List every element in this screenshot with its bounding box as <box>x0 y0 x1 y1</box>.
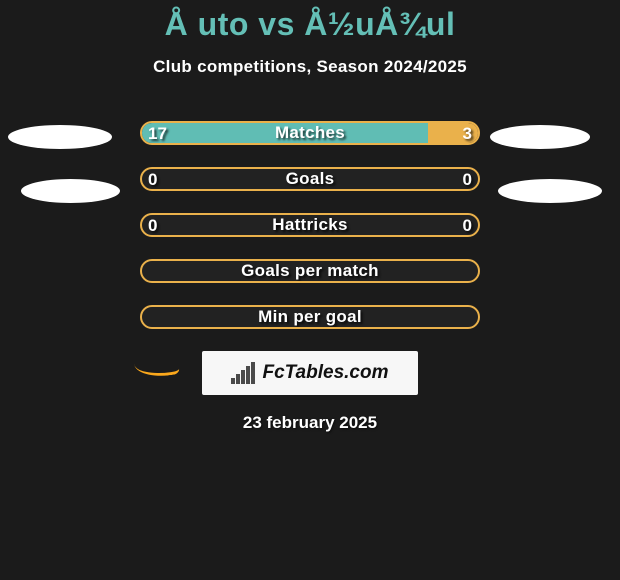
decorative-ellipse <box>498 179 602 203</box>
stat-label: Goals per match <box>142 261 478 281</box>
page-subtitle: Club competitions, Season 2024/2025 <box>0 57 620 77</box>
decorative-ellipse <box>8 125 112 149</box>
stat-value-left: 0 <box>148 167 188 193</box>
stat-bar-track: Goals per match <box>140 259 480 283</box>
swoosh-icon <box>135 358 181 380</box>
stat-value-right: 0 <box>432 167 472 193</box>
stat-value-right: 3 <box>432 121 472 147</box>
stat-bar-track: Min per goal <box>140 305 480 329</box>
logo-content: FcTables.com <box>231 362 388 384</box>
stat-bar-track: Hattricks <box>140 213 480 237</box>
stat-row: Hattricks0 0 <box>0 213 620 239</box>
stat-row: Goals per match <box>0 259 620 285</box>
decorative-ellipse <box>21 179 120 203</box>
stat-label: Matches <box>142 123 478 143</box>
comparison-widget: Å uto vs Å½uÅ¾ul Club competitions, Seas… <box>0 0 620 580</box>
stat-bar-track: Matches <box>140 121 480 145</box>
chart-icon <box>231 362 256 384</box>
stat-label: Hattricks <box>142 215 478 235</box>
stat-label: Min per goal <box>142 307 478 327</box>
stats-container: Matches173Goals00Hattricks00Goals per ma… <box>0 121 620 331</box>
page-title: Å uto vs Å½uÅ¾ul <box>0 0 620 43</box>
source-logo[interactable]: FcTables.com <box>202 351 418 395</box>
stat-row: Min per goal <box>0 305 620 331</box>
stat-value-left: 0 <box>148 213 188 239</box>
stat-label: Goals <box>142 169 478 189</box>
stat-value-left: 17 <box>148 121 188 147</box>
stat-bar-track: Goals <box>140 167 480 191</box>
date-label: 23 february 2025 <box>0 413 620 433</box>
decorative-ellipse <box>490 125 590 149</box>
stat-value-right: 0 <box>432 213 472 239</box>
logo-text: FcTables.com <box>262 362 388 384</box>
